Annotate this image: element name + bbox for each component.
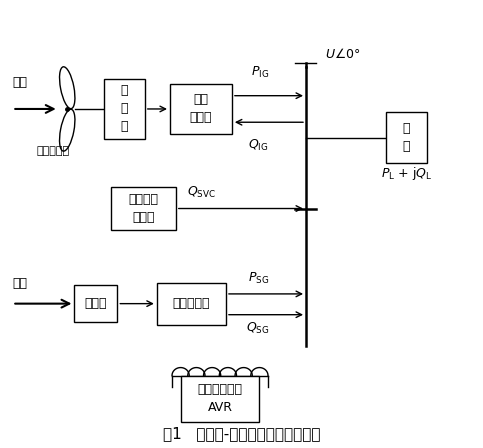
- Text: 涡轮机叶片: 涡轮机叶片: [36, 146, 70, 156]
- Bar: [112, 188, 176, 229]
- Ellipse shape: [59, 109, 75, 151]
- Text: 同步发电机: 同步发电机: [172, 297, 210, 310]
- Bar: [104, 79, 145, 139]
- Text: 静止无功
补偿器: 静止无功 补偿器: [128, 193, 158, 224]
- Text: 励磁调节器，
AVR: 励磁调节器， AVR: [198, 383, 242, 414]
- Bar: [181, 375, 259, 422]
- Text: $Q_\mathrm{SVC}$: $Q_\mathrm{SVC}$: [186, 185, 215, 200]
- Text: $Q_\mathrm{SG}$: $Q_\mathrm{SG}$: [246, 321, 270, 336]
- Bar: [74, 285, 117, 323]
- Text: 图1   孤岛风-柴混合电力系统结构图: 图1 孤岛风-柴混合电力系统结构图: [163, 426, 320, 441]
- Ellipse shape: [59, 67, 75, 109]
- Text: $P_\mathrm{SG}$: $P_\mathrm{SG}$: [248, 271, 269, 286]
- Text: $P_\mathrm{IG}$: $P_\mathrm{IG}$: [252, 65, 270, 80]
- Text: 感应
发电机: 感应 发电机: [190, 94, 212, 125]
- Text: 齿
轮
箱: 齿 轮 箱: [121, 85, 128, 134]
- Text: 风能: 风能: [13, 76, 28, 89]
- Bar: [170, 83, 232, 134]
- Text: 燃料: 燃料: [13, 277, 28, 290]
- Text: 负
荷: 负 荷: [402, 122, 410, 153]
- Bar: [386, 112, 426, 163]
- Text: $P_\mathrm{L}$ + j$Q_\mathrm{L}$: $P_\mathrm{L}$ + j$Q_\mathrm{L}$: [381, 164, 432, 181]
- Text: $Q_\mathrm{IG}$: $Q_\mathrm{IG}$: [248, 138, 269, 153]
- Text: $U\angle0°$: $U\angle0°$: [325, 47, 360, 60]
- Text: 柴油机: 柴油机: [85, 297, 107, 310]
- Bar: [157, 283, 226, 325]
